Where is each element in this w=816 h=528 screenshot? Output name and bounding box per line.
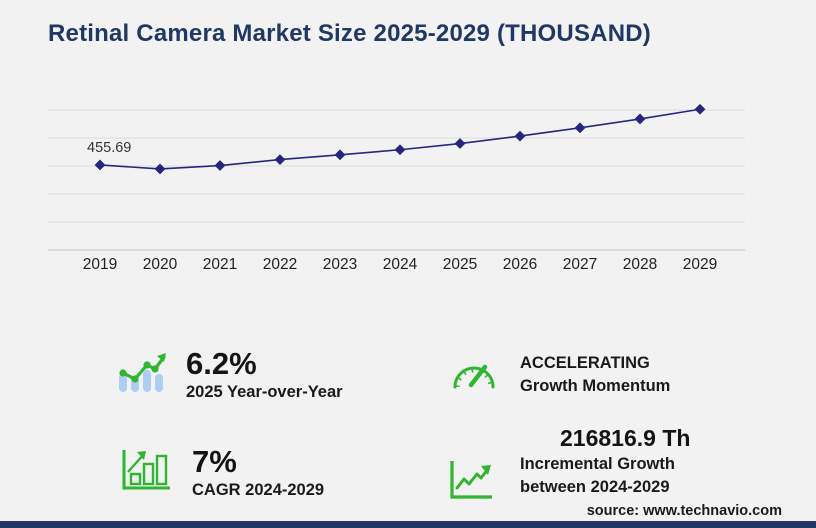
x-axis-label-2025: 2025	[443, 256, 477, 273]
chart-point-2023	[334, 149, 346, 161]
x-axis-label-2021: 2021	[203, 256, 237, 273]
chart-line	[99, 108, 701, 170]
chart-point-2020	[154, 163, 166, 175]
market-size-line-chart: 455.69 2019 2020 2021 2022 2023 2024 2025 2026 20…	[48, 103, 745, 273]
chart-point-2028	[634, 113, 646, 125]
x-axis-label-2029: 2029	[683, 256, 717, 273]
yoy-label: 2025 Year-over-Year	[186, 382, 343, 401]
stat-growth-momentum: ACCELERATING Growth Momentum	[450, 354, 670, 401]
bar-growth-icon	[120, 446, 176, 497]
incremental-line1: Incremental Growth	[520, 455, 675, 474]
x-axis-label-2022: 2022	[263, 256, 297, 273]
x-axis-label-2020: 2020	[143, 256, 178, 273]
stats-panel: 6.2% 2025 Year-over-Year ACCELERATING Gr…	[0, 328, 816, 513]
gauge-icon	[450, 354, 498, 401]
yoy-value: 6.2%	[186, 346, 257, 381]
momentum-line1: ACCELERATING	[520, 354, 650, 372]
chart-point-2021	[214, 160, 226, 171]
x-axis-label-2023: 2023	[323, 256, 357, 273]
stat-yoy: 6.2% 2025 Year-over-Year	[116, 346, 343, 404]
chart-point-2026	[514, 130, 526, 142]
chart-point-2024	[394, 144, 406, 156]
chart-point-2022	[274, 154, 286, 165]
momentum-line2: Growth Momentum	[520, 377, 671, 396]
footer-accent-bar	[0, 521, 816, 528]
line-growth-icon	[448, 457, 496, 506]
point-data-label: 455.69	[87, 140, 131, 156]
cagr-value: 7%	[192, 444, 237, 479]
x-axis-label-2028: 2028	[623, 256, 657, 273]
x-axis-label-2026: 2026	[503, 256, 537, 273]
stat-incremental-growth: 216816.9 Th Incremental Growth between 2…	[448, 425, 691, 506]
chart-point-2029	[694, 103, 706, 115]
incremental-value: 216816.9 Th	[560, 425, 691, 451]
stat-cagr: 7% CAGR 2024-2029	[120, 444, 325, 502]
x-axis-label-2019: 2019	[83, 256, 117, 273]
chart-point-2025	[454, 138, 466, 149]
incremental-line2: between 2024-2029	[520, 478, 670, 497]
source-credit: source: www.technavio.com	[586, 503, 782, 519]
x-axis-label-2027: 2027	[563, 256, 597, 273]
chart-point-2027	[574, 122, 586, 134]
x-axis-label-2024: 2024	[383, 256, 418, 273]
page-title: Retinal Camera Market Size 2025-2029 (TH…	[48, 20, 651, 47]
chart-point-2019	[94, 159, 106, 171]
cagr-label: CAGR 2024-2029	[192, 480, 325, 499]
bar-trend-icon	[116, 348, 170, 399]
